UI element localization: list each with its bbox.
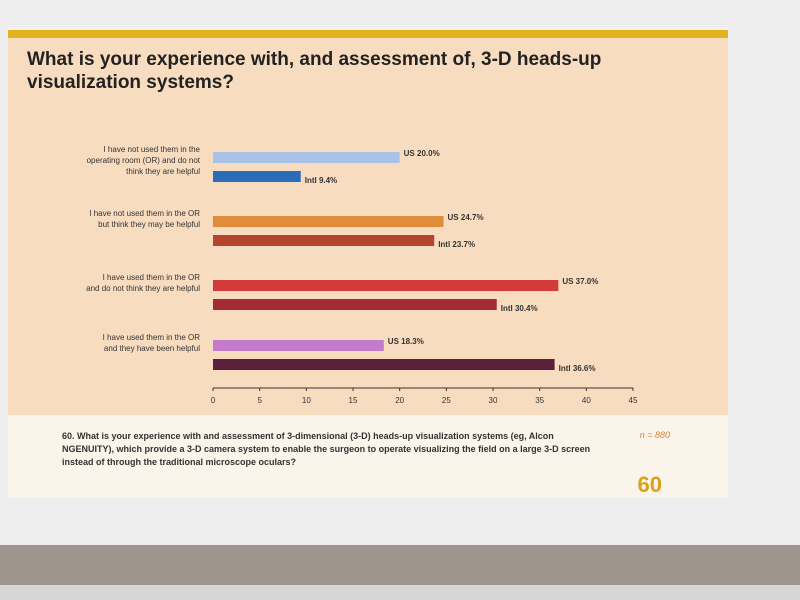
category-label: I have used them in the OR and they have… — [102, 333, 200, 353]
header-bar — [8, 30, 728, 38]
question-note: 60. What is your experience with and ass… — [62, 431, 591, 467]
bar — [213, 359, 555, 370]
bar — [213, 216, 444, 227]
x-tick-label: 30 — [489, 396, 498, 405]
value-label: Intl 30.4% — [501, 304, 538, 313]
page-number: 60 — [637, 472, 662, 497]
bar — [213, 171, 301, 182]
value-label: Intl 9.4% — [305, 176, 337, 185]
x-tick-label: 25 — [442, 396, 451, 405]
x-tick-label: 35 — [535, 396, 544, 405]
bar — [213, 299, 497, 310]
ledge — [0, 545, 800, 585]
category-label: I have used them in the OR and do not th… — [86, 273, 200, 293]
sample-size: n = 880 — [639, 430, 670, 440]
x-tick-label: 5 — [257, 396, 262, 405]
x-tick-label: 20 — [395, 396, 404, 405]
value-label: Intl 36.6% — [559, 364, 596, 373]
chart-title: What is your experience with, and assess… — [27, 49, 602, 93]
x-tick-label: 0 — [211, 396, 216, 405]
category-label: I have not used them in the OR but think… — [89, 209, 200, 229]
value-label: US 20.0% — [404, 149, 440, 158]
value-label: US 18.3% — [388, 337, 424, 346]
x-tick-label: 40 — [582, 396, 591, 405]
value-label: US 24.7% — [448, 213, 484, 222]
bar — [213, 280, 559, 291]
bar — [213, 152, 400, 163]
x-tick-label: 45 — [629, 396, 638, 405]
bar — [213, 235, 435, 246]
x-tick-label: 15 — [349, 396, 358, 405]
category-label: I have not used them in the operating ro… — [86, 145, 200, 176]
bar — [213, 340, 384, 351]
value-label: US 37.0% — [562, 277, 598, 286]
value-label: Intl 23.7% — [438, 240, 475, 249]
x-tick-label: 10 — [302, 396, 311, 405]
